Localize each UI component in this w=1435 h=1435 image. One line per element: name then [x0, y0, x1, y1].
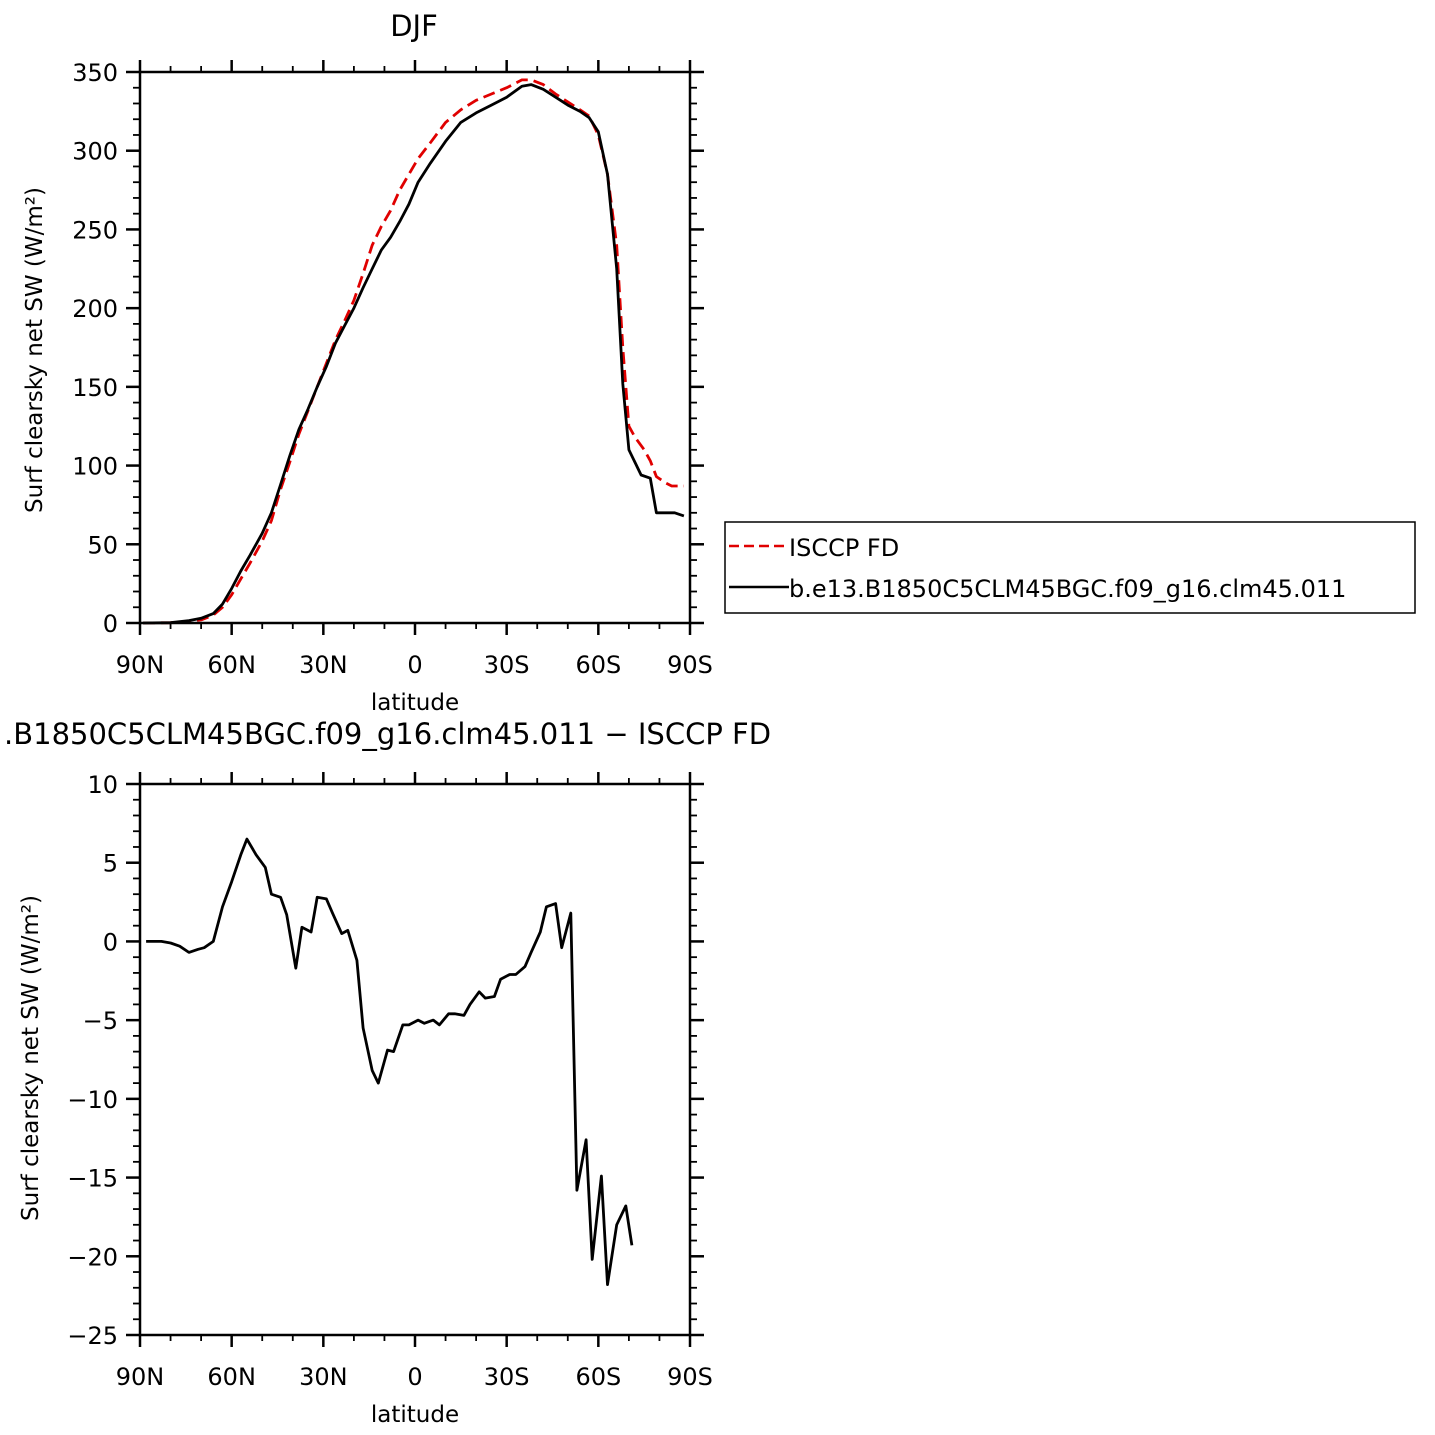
bottom-chart-ytick-label: −20: [67, 1243, 118, 1271]
bottom-chart-ytick-label: −10: [67, 1086, 118, 1114]
bottom-chart-xtick-label: 0: [407, 1363, 422, 1391]
top-chart-ytick-label: 50: [87, 531, 118, 559]
top-chart-ticks: [126, 60, 704, 635]
top-chart-ytick-label: 250: [72, 216, 118, 244]
bottom-chart-ticks: [126, 772, 704, 1347]
top-chart-ytick-label: 0: [103, 610, 118, 638]
bottom-chart-series: [146, 837, 634, 1286]
top-chart-series-line-0: [143, 78, 684, 625]
bottom-chart-xlabel: latitude: [371, 1402, 459, 1428]
top-chart: DJF 0 50 100 150 200 250 300 350 90N 60N 30N 0 30S 6…: [22, 9, 713, 716]
top-chart-ytick-label: 200: [72, 295, 118, 323]
top-chart-xtick-label: 0: [407, 651, 422, 679]
bottom-chart: .B1850C5CLM45BGC.f09_g16.clm45.011 − ISC…: [4, 717, 771, 1428]
bottom-chart-xtick-label: 30S: [484, 1363, 530, 1391]
top-chart-ytick-label: 300: [72, 138, 118, 166]
top-chart-series: [143, 78, 685, 625]
legend-box: [724, 521, 1416, 614]
bottom-chart-xtick-label: 30N: [299, 1363, 348, 1391]
bottom-chart-series-line-0: [146, 837, 634, 1286]
bottom-chart-ylabel: Surf clearsky net SW (W/m²): [18, 895, 44, 1221]
legend-label-isccp-fd: ISCCP FD: [789, 534, 899, 562]
top-chart-ytick-labels: 0 50 100 150 200 250 300 350: [72, 59, 118, 638]
top-chart-xtick-label: 60N: [207, 651, 256, 679]
bottom-chart-xtick-label: 90S: [667, 1363, 713, 1391]
top-chart-xtick-label: 30N: [299, 651, 348, 679]
bottom-chart-frame: [138, 782, 692, 1337]
top-chart-ytick-label: 350: [72, 59, 118, 87]
top-chart-ylabel: Surf clearsky net SW (W/m²): [22, 187, 48, 513]
legend-label-model: b.e13.B1850C5CLM45BGC.f09_g16.clm45.011: [789, 575, 1346, 603]
bottom-chart-xtick-label: 60N: [207, 1363, 256, 1391]
top-chart-xtick-label: 90S: [667, 651, 713, 679]
bottom-chart-ytick-label: 5: [103, 850, 118, 878]
top-chart-ytick-label: 100: [72, 453, 118, 481]
bottom-chart-ytick-labels: −25 −20 −15 −10 −5 0 5 10: [67, 771, 118, 1350]
bottom-chart-xtick-labels: 90N 60N 30N 0 30S 60S 90S: [116, 1363, 713, 1391]
bottom-chart-title: .B1850C5CLM45BGC.f09_g16.clm45.011 − ISC…: [4, 717, 771, 751]
top-chart-frame: [138, 70, 692, 625]
top-chart-series-line-1: [143, 83, 685, 625]
top-chart-xtick-labels: 90N 60N 30N 0 30S 60S 90S: [116, 651, 713, 679]
top-chart-xtick-label: 60S: [575, 651, 621, 679]
legend: ISCCP FD b.e13.B1850C5CLM45BGC.f09_g16.c…: [724, 521, 1416, 614]
bottom-chart-xtick-label: 60S: [575, 1363, 621, 1391]
top-chart-title: DJF: [390, 9, 438, 43]
bottom-chart-ytick-label: 10: [87, 771, 118, 799]
bottom-chart-ytick-label: −15: [67, 1165, 118, 1193]
bottom-chart-ytick-label: −25: [67, 1322, 118, 1350]
top-chart-xtick-label: 30S: [484, 651, 530, 679]
bottom-chart-ytick-label: −5: [83, 1007, 118, 1035]
top-chart-ytick-label: 150: [72, 374, 118, 402]
bottom-chart-ytick-label: 0: [103, 928, 118, 956]
bottom-chart-xtick-label: 90N: [116, 1363, 165, 1391]
top-chart-xtick-label: 90N: [116, 651, 165, 679]
top-chart-xlabel: latitude: [371, 690, 459, 716]
